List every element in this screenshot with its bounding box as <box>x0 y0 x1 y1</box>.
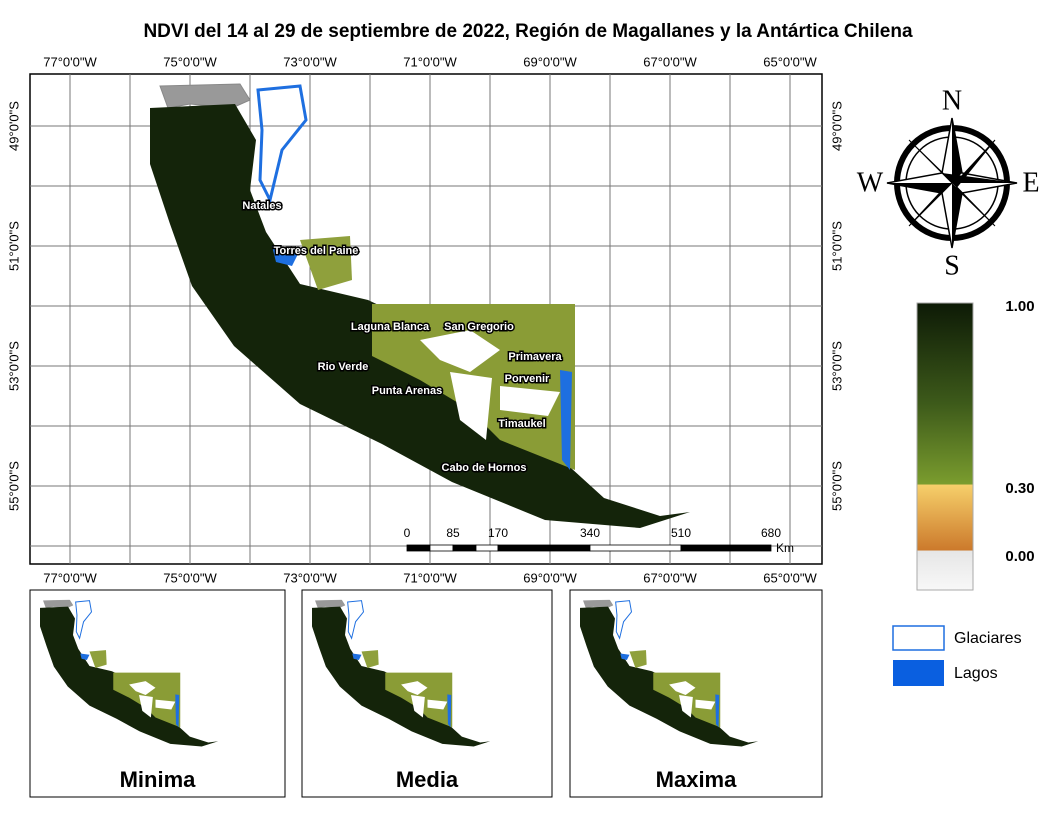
latitude-label: 53°0'0"S <box>6 341 21 391</box>
scale-segment <box>452 544 477 552</box>
colorbar-label: 0.30 <box>1005 480 1034 497</box>
longitude-label: 67°0'0"W <box>643 54 697 69</box>
longitude-label: 75°0'0"W <box>163 54 217 69</box>
inset-title: Minima <box>120 767 197 792</box>
inset-title: Media <box>396 767 459 792</box>
ndvi-colorbar <box>916 302 974 591</box>
latitude-label: 49°0'0"S <box>829 101 844 151</box>
place-labels: Natales Torres del Paine Laguna Blanca San … <box>241 198 564 475</box>
longitude-label: 65°0'0"W <box>763 54 817 69</box>
inset-maps: Minima Media Maxima <box>29 589 823 798</box>
glacier-swatch <box>892 625 945 651</box>
scale-label: 0 <box>404 526 411 540</box>
place-label: San Gregorio <box>444 321 514 333</box>
compass-e: E <box>1022 167 1039 198</box>
scale-unit: Km <box>776 541 794 555</box>
scale-segment <box>680 544 772 552</box>
colorbar-label: 1.00 <box>1005 298 1034 315</box>
place-label: Laguna Blanca <box>351 321 430 333</box>
scale-segment <box>429 544 454 552</box>
inset-title: Maxima <box>656 767 737 792</box>
latitude-label: 51°0'0"S <box>829 221 844 271</box>
scale-segment <box>406 544 431 552</box>
longitude-label: 67°0'0"W <box>643 570 697 585</box>
latitude-label: 55°0'0"S <box>829 461 844 511</box>
longitude-label: 71°0'0"W <box>403 570 457 585</box>
place-label: Torres del Paine <box>274 245 359 257</box>
place-label: Punta Arenas <box>372 385 443 397</box>
legend-item: Glaciares <box>954 630 1022 647</box>
scale-label: 85 <box>446 526 460 540</box>
scale-label: 510 <box>671 526 691 540</box>
scale-label: 680 <box>761 526 781 540</box>
legend-item: Lagos <box>954 665 998 682</box>
compass-s: S <box>944 250 960 281</box>
place-label: Primavera <box>508 351 562 363</box>
coordinate-labels: 77°0'0"W 77°0'0"W 75°0'0"W 75°0'0"W 73°0'0"W… <box>6 54 844 585</box>
place-label: Cabo de Hornos <box>442 462 527 474</box>
scale-segment <box>497 544 591 552</box>
scale-label: 170 <box>488 526 508 540</box>
latitude-label: 51°0'0"S <box>6 221 21 271</box>
map-title: NDVI del 14 al 29 de septiembre de 2022,… <box>143 21 913 42</box>
longitude-label: 65°0'0"W <box>763 570 817 585</box>
place-label: Rio Verde <box>318 361 369 373</box>
colorbar-label: 0.00 <box>1005 548 1034 565</box>
longitude-label: 69°0'0"W <box>523 570 577 585</box>
longitude-label: 73°0'0"W <box>283 54 337 69</box>
compass-w: W <box>857 167 884 198</box>
place-label: Porvenir <box>505 373 550 385</box>
longitude-label: 75°0'0"W <box>163 570 217 585</box>
longitude-label: 71°0'0"W <box>403 54 457 69</box>
compass-star <box>908 139 996 227</box>
longitude-label: 73°0'0"W <box>283 570 337 585</box>
longitude-label: 77°0'0"W <box>43 54 97 69</box>
longitude-label: 69°0'0"W <box>523 54 577 69</box>
compass-n: N <box>942 85 962 116</box>
scale-segment <box>589 544 682 552</box>
latitude-label: 55°0'0"S <box>6 461 21 511</box>
scale-segment <box>475 544 499 552</box>
scale-label: 340 <box>580 526 600 540</box>
north-arrow: N W E S <box>857 85 1040 281</box>
lake-swatch <box>893 660 944 686</box>
longitude-label: 77°0'0"W <box>43 570 97 585</box>
latitude-label: 53°0'0"S <box>829 341 844 391</box>
latitude-label: 49°0'0"S <box>6 101 21 151</box>
place-label: Timaukel <box>498 418 546 430</box>
place-label: Natales <box>242 200 281 212</box>
